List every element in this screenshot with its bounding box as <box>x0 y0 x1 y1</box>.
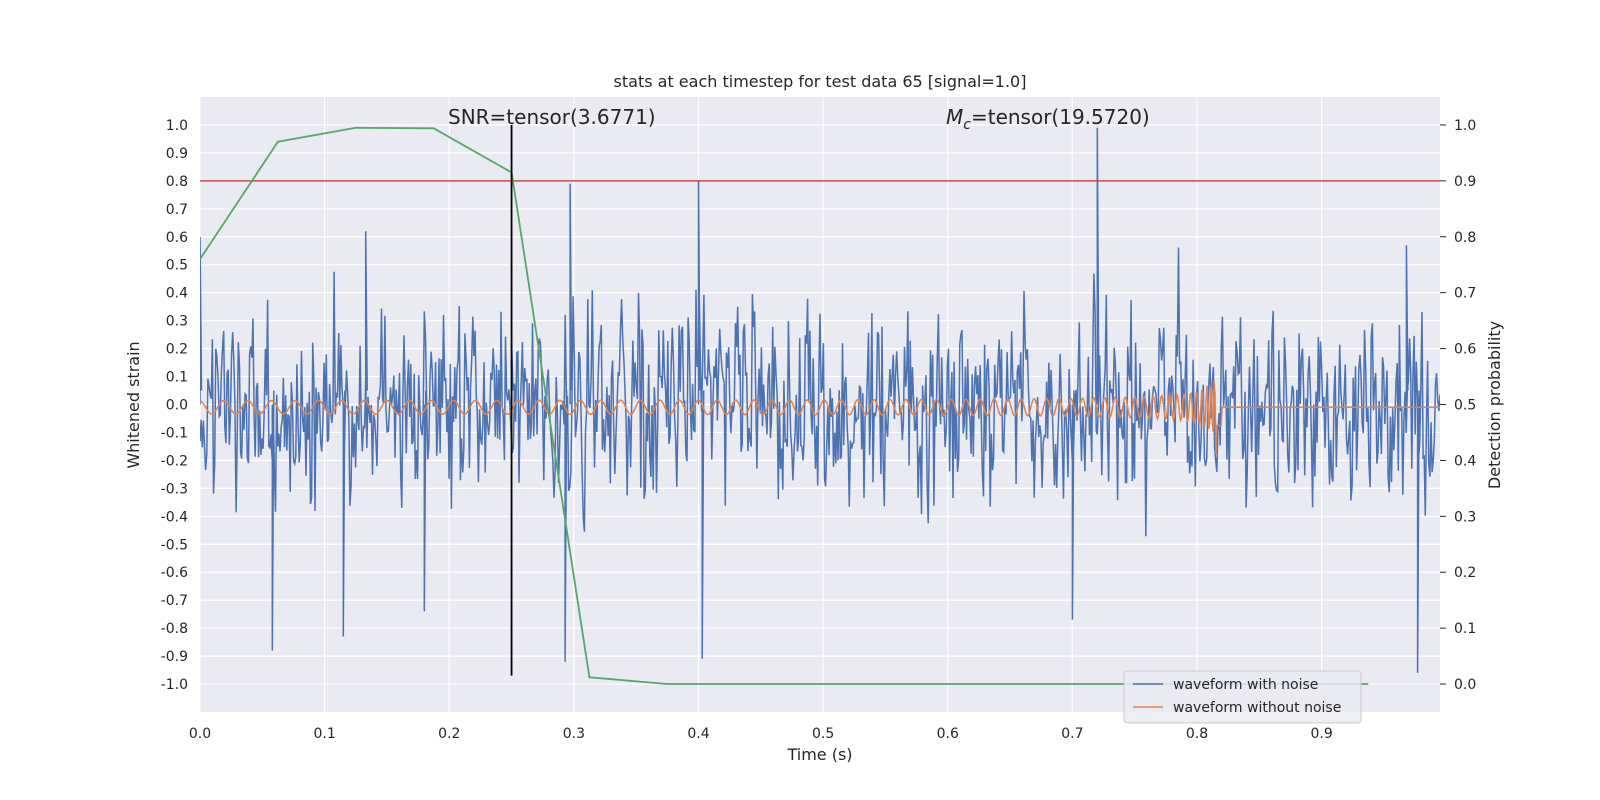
chirp-mass-symbol: M <box>946 105 963 129</box>
y-left-tick-label: 0.8 <box>166 174 188 190</box>
x-tick-label: 0.1 <box>313 726 335 742</box>
y-left-tick-label: -0.9 <box>161 649 188 665</box>
y-right-tick-label: 0.8 <box>1454 230 1476 246</box>
y-right-tick-label: 0.5 <box>1454 398 1476 414</box>
y-right-tick-label: 0.7 <box>1454 286 1476 302</box>
y-left-tick-label: -0.8 <box>161 621 188 637</box>
left-axis-title: Whitened strain <box>124 341 143 468</box>
y-right-tick-label: 0.3 <box>1454 509 1476 525</box>
y-left-tick-label: 0.2 <box>166 342 188 358</box>
x-tick-label: 0.6 <box>937 726 959 742</box>
y-left-tick-label: -0.4 <box>161 509 188 525</box>
y-left-tick-label: -1.0 <box>161 677 188 693</box>
y-right-tick-label: 0.4 <box>1454 453 1476 469</box>
x-tick-label: 0.4 <box>687 726 709 742</box>
x-tick-label: 0.8 <box>1186 726 1208 742</box>
y-right-tick-label: 0.6 <box>1454 342 1476 358</box>
x-tick-label: 0.2 <box>438 726 460 742</box>
y-left-tick-label: -0.5 <box>161 537 188 553</box>
right-axis-ticks: 1.0 0.9 0.8 0.7 0.6 0.5 0.4 0.3 0.2 0.1 0.0 <box>1440 118 1476 693</box>
series-layer <box>200 124 1440 685</box>
x-tick-label: 0.5 <box>812 726 834 742</box>
y-left-tick-label: 0.1 <box>166 370 188 386</box>
y-right-tick-label: 0.0 <box>1454 677 1476 693</box>
right-axis-title: Detection probability <box>1485 321 1504 489</box>
left-axis-ticks: 1.0 0.9 0.8 0.7 0.6 0.5 0.4 0.3 0.2 0.1 0.0 -0.1 -0.… <box>161 118 188 693</box>
chirp-mass-value: =tensor(19.5720) <box>971 105 1150 129</box>
x-tick-label: 0.3 <box>563 726 585 742</box>
legend: waveform with noise waveform without noi… <box>1123 670 1362 724</box>
x-tick-label: 0.7 <box>1061 726 1083 742</box>
y-left-tick-label: 0.6 <box>166 230 188 246</box>
y-right-tick-label: 1.0 <box>1454 118 1476 134</box>
series-waveform-without-noise <box>200 379 1440 455</box>
y-left-tick-label: -0.3 <box>161 481 188 497</box>
y-right-tick-label: 0.1 <box>1454 621 1476 637</box>
y-left-tick-label: 0.3 <box>166 314 188 330</box>
chart-title: stats at each timestep for test data 65 … <box>614 72 1027 91</box>
y-left-tick-label: -0.2 <box>161 453 188 469</box>
legend-box <box>1123 670 1362 724</box>
chirp-mass-subscript: c <box>963 117 971 133</box>
y-left-tick-label: 0.9 <box>166 146 188 162</box>
legend-label-noise: waveform with noise <box>1173 677 1318 693</box>
y-left-tick-label: -0.6 <box>161 565 188 581</box>
y-left-tick-label: 0.5 <box>166 258 188 274</box>
y-left-tick-label: -0.7 <box>161 593 188 609</box>
y-right-tick-label: 0.9 <box>1454 174 1476 190</box>
y-left-tick-label: 0.4 <box>166 286 188 302</box>
legend-label-clean: waveform without noise <box>1173 700 1341 716</box>
y-left-tick-label: 0.7 <box>166 202 188 218</box>
x-axis-ticks: 0.0 0.1 0.2 0.3 0.4 0.5 0.6 0.7 0.8 0.9 <box>189 726 1333 742</box>
y-left-tick-label: -0.1 <box>161 425 188 441</box>
y-left-tick-label: 0.0 <box>166 398 188 414</box>
y-left-tick-label: 1.0 <box>166 118 188 134</box>
snr-annotation: SNR=tensor(3.6771) <box>448 105 656 129</box>
x-axis-title: Time (s) <box>786 745 852 764</box>
x-tick-label: 0.0 <box>189 726 211 742</box>
y-right-tick-label: 0.2 <box>1454 565 1476 581</box>
x-tick-label: 0.9 <box>1310 726 1332 742</box>
chirp-mass-annotation: Mc=tensor(19.5720) <box>946 105 1150 133</box>
